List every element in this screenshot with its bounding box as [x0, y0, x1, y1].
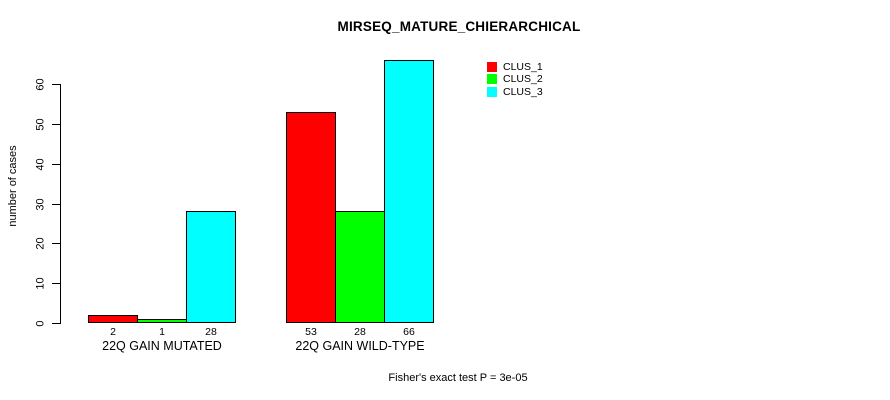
bar-value-label: 1 [159, 326, 165, 338]
category-label-group2: 22Q GAIN WILD-TYPE [295, 339, 425, 353]
bar-clus_2-group2 [335, 211, 385, 323]
bar-value-label: 53 [305, 326, 317, 338]
y-tick-label: 50 [34, 117, 47, 131]
bar-clus_2-group1 [137, 319, 187, 323]
legend-item-clus3: CLUS_3 [487, 86, 543, 98]
bar-value-label: 28 [354, 326, 366, 338]
y-axis-line [60, 84, 61, 324]
y-tick-label: 20 [34, 236, 47, 250]
legend-item-clus1: CLUS_1 [487, 61, 543, 73]
legend-swatch-clus1 [487, 62, 497, 72]
bar-clus_1-group2 [286, 112, 336, 323]
y-tick-label: 10 [34, 276, 47, 290]
y-tick-label: 40 [34, 157, 47, 171]
y-tick [52, 243, 60, 244]
bar-clus_3-group1 [186, 211, 236, 323]
fishers-test-annotation: Fisher's exact test P = 3e-05 [388, 372, 528, 384]
legend-label-clus2: CLUS_2 [503, 73, 543, 86]
y-tick [52, 283, 60, 284]
category-label-group1: 22Q GAIN MUTATED [102, 339, 222, 353]
bar-clus_1-group1 [88, 315, 138, 323]
y-tick [52, 323, 60, 324]
y-tick-label: 0 [34, 319, 47, 327]
legend-label-clus3: CLUS_3 [503, 85, 543, 98]
legend-swatch-clus3 [487, 86, 497, 97]
y-tick-label: 60 [34, 77, 47, 91]
legend-item-clus2: CLUS_2 [487, 73, 543, 85]
legend: CLUS_1 CLUS_2 CLUS_3 [487, 61, 543, 98]
y-tick-label: 30 [34, 197, 47, 211]
bar-value-label: 2 [110, 326, 116, 338]
y-tick [52, 164, 60, 165]
chart-title: MIRSEQ_MATURE_CHIERARCHICAL [337, 19, 581, 34]
legend-label-clus1: CLUS_1 [503, 61, 543, 73]
y-tick [52, 84, 60, 85]
y-tick [52, 124, 60, 125]
bar-value-label: 66 [403, 326, 415, 338]
bar-value-label: 28 [205, 326, 217, 338]
bar-clus_3-group2 [384, 60, 434, 323]
y-tick [52, 204, 60, 205]
legend-swatch-clus2 [487, 74, 497, 85]
